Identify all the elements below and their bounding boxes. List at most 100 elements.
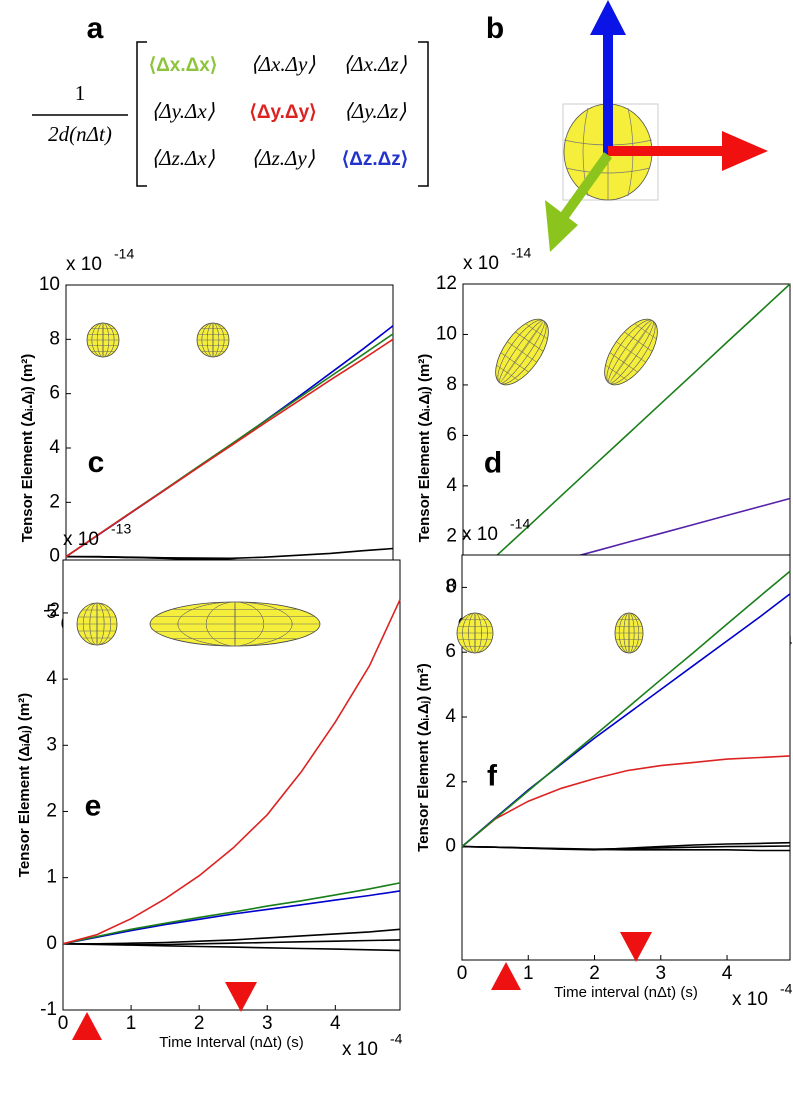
x-tick-label: 2 <box>589 963 600 984</box>
fraction-denominator: 2d(nΔt) <box>48 122 112 146</box>
y-tick-label: 0 <box>46 933 57 954</box>
x-tick-label: 1 <box>126 1013 137 1034</box>
y-tick-label: 2 <box>46 800 57 821</box>
fraction-numerator: 1 <box>75 81 86 105</box>
y-exponent: -14 <box>510 516 530 532</box>
y-tick-label: 4 <box>445 706 456 727</box>
axes-diagram <box>545 0 768 252</box>
panel-label: a <box>87 12 104 45</box>
x-exponent: -4 <box>390 1031 403 1047</box>
y-tick-label: 3 <box>46 734 57 755</box>
y-axis-label: Tensor Element (Δᵢ.Δⱼ) (m²) <box>415 663 432 852</box>
data-line <box>62 599 401 945</box>
x-axis-label: Time interval (nΔt) (s) <box>554 984 698 1001</box>
matrix-cell: ⟨Δz.Δy⟩ <box>251 146 315 170</box>
timepoint-marker <box>620 932 652 962</box>
matrix-cell: ⟨Δz.Δx⟩ <box>151 146 215 170</box>
matrix-cell: ⟨Δx.Δx⟩ <box>149 55 218 76</box>
y-tick-label: 0 <box>49 546 60 567</box>
timepoint-marker <box>225 982 257 1012</box>
x-tick-label: 3 <box>262 1013 273 1034</box>
y-tick-label: 4 <box>446 475 457 496</box>
meridian <box>177 601 293 647</box>
y-tick-label: -1 <box>40 999 57 1020</box>
parallel <box>624 331 653 352</box>
y-tick-label: 8 <box>49 328 60 349</box>
data-line <box>461 845 790 852</box>
matrix-cell: ⟨Δx.Δy⟩ <box>251 52 316 76</box>
panel-label: b <box>486 12 504 45</box>
data-line <box>62 890 401 945</box>
parallel <box>605 364 628 381</box>
panel-label: e <box>85 789 102 822</box>
cell-shape <box>196 322 230 358</box>
y-tick-label: 10 <box>39 274 60 295</box>
matrix-brackets <box>136 41 429 187</box>
y-tick-label: 6 <box>49 383 60 404</box>
timepoint-marker <box>72 1012 102 1040</box>
parallel <box>507 341 537 363</box>
x-multiplier: x 10 <box>342 1039 378 1060</box>
y-tick-label: 2 <box>446 525 457 546</box>
meridian <box>618 612 640 654</box>
x-tick-label: 1 <box>523 963 534 984</box>
y-multiplier: x 10 <box>463 253 499 274</box>
matrix-cell: ⟨Δy.Δx⟩ <box>151 99 215 123</box>
y-tick-label: 1 <box>46 867 57 888</box>
y-tick-label: 12 <box>436 273 457 294</box>
parallel <box>496 364 519 381</box>
x-axis-label: Time Interval (nΔt) (s) <box>159 1034 303 1051</box>
parallel <box>634 323 657 340</box>
y-tick-label: 10 <box>436 323 457 344</box>
meridian <box>201 322 225 358</box>
y-multiplier: x 10 <box>63 529 99 550</box>
parallel <box>616 341 646 363</box>
y-exponent: -14 <box>114 246 134 262</box>
parallel <box>515 331 544 352</box>
y-axis-label: Tensor Element (Δᵢ.Δⱼ) (m²) <box>19 354 36 543</box>
y-multiplier: x 10 <box>66 254 102 275</box>
parallel <box>500 352 529 373</box>
meridian <box>82 602 112 646</box>
x-tick-label: 0 <box>457 963 468 984</box>
panel-label: c <box>88 446 105 479</box>
matrix-cell: ⟨Δy.Δz⟩ <box>344 99 407 123</box>
panel-label: d <box>484 446 502 479</box>
data-line <box>461 755 791 848</box>
parallel <box>525 323 548 340</box>
data-line <box>63 928 401 945</box>
cell-shape <box>456 612 494 654</box>
y-tick-label: 4 <box>46 668 57 689</box>
cell-shape <box>76 602 118 646</box>
x-tick-label: 4 <box>722 963 733 984</box>
cell-shape <box>495 318 549 386</box>
cell-shape <box>614 612 644 654</box>
matrix-cell: ⟨Δz.Δz⟩ <box>342 149 408 170</box>
data-line <box>462 283 791 588</box>
y-tick-label: 4 <box>49 437 60 458</box>
meridian <box>462 612 488 654</box>
y-tick-label: 0 <box>446 576 457 597</box>
y-axis-label: Tensor Element (ΔᵢΔⱼ) (m²) <box>16 693 33 877</box>
parallel <box>609 352 638 373</box>
y-tick-label: 2 <box>49 491 60 512</box>
y-tick-label: 6 <box>445 641 456 662</box>
x-tick-label: 0 <box>58 1013 69 1034</box>
x-tick-label: 2 <box>194 1013 205 1034</box>
y-tick-label: 8 <box>445 576 456 597</box>
x-multiplier: x 10 <box>732 989 768 1010</box>
y-tick-label: 6 <box>446 424 457 445</box>
cell-shape <box>149 601 321 647</box>
y-multiplier: x 10 <box>462 524 498 545</box>
cell-shape <box>86 322 120 358</box>
y-exponent: -13 <box>111 521 131 537</box>
data-line <box>62 943 401 952</box>
data-line <box>62 882 401 945</box>
matrix-cell: ⟨Δy.Δy⟩ <box>249 102 316 123</box>
y-axis-label: Tensor Element (Δᵢ.Δⱼ) (m²) <box>416 354 433 543</box>
meridian <box>91 322 115 358</box>
x-tick-label: 4 <box>330 1013 341 1034</box>
matrix-cell: ⟨Δx.Δz⟩ <box>343 52 407 76</box>
y-tick-label: 5 <box>46 602 57 623</box>
